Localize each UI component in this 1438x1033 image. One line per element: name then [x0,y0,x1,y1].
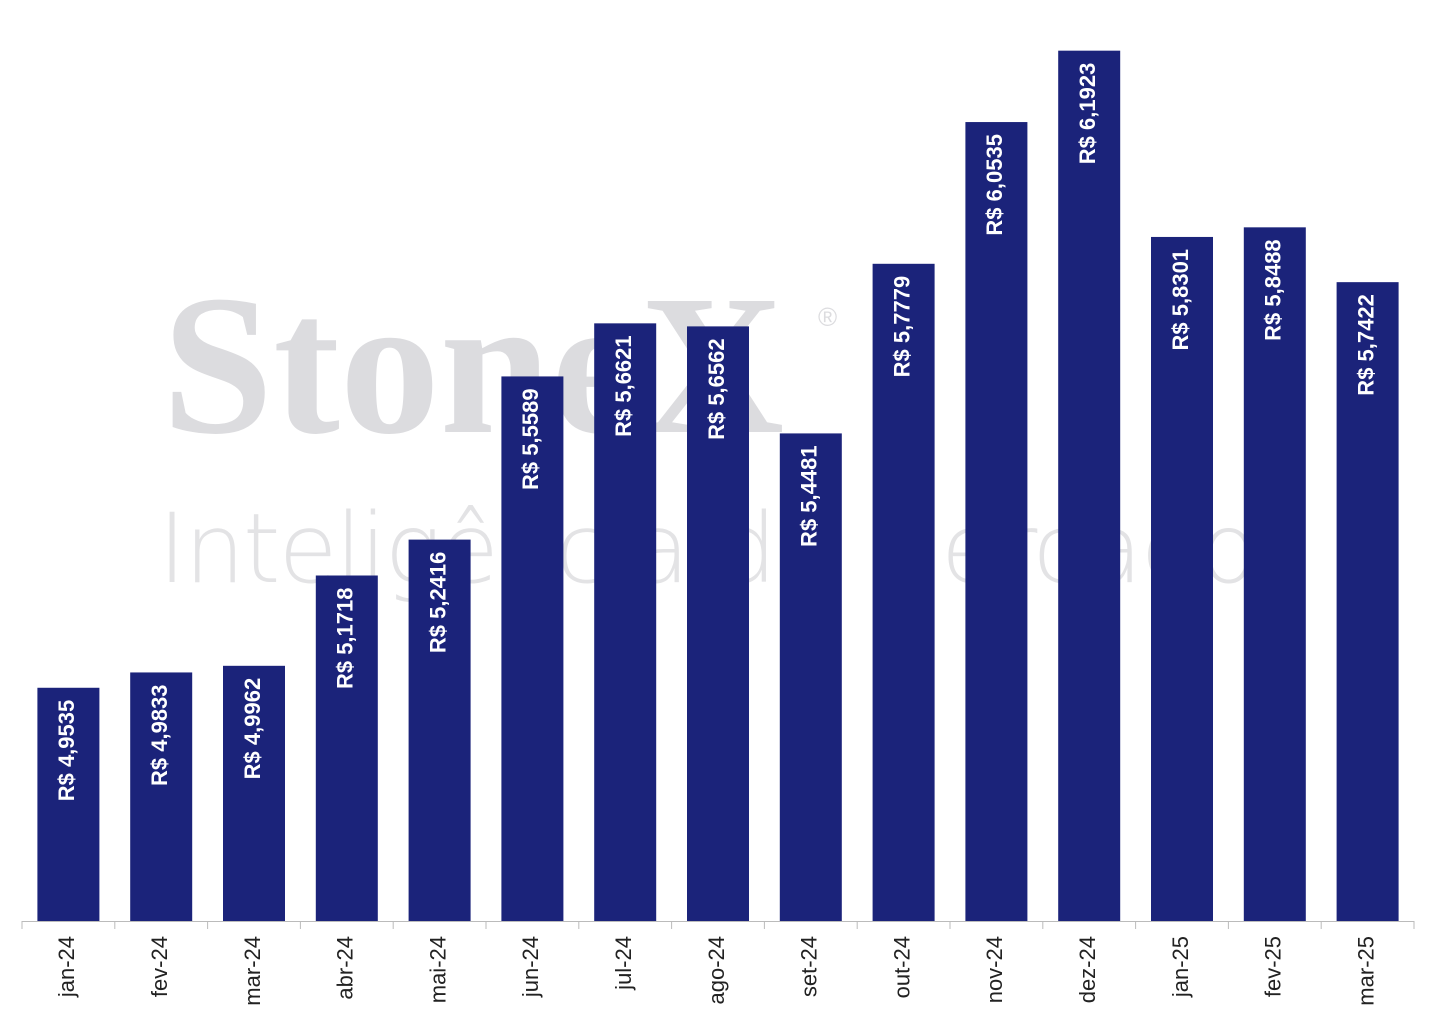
x-tick-label: set-24 [797,936,822,997]
bar [1151,236,1213,921]
x-tick-label: mar-24 [240,936,265,1006]
value-label: R$ 5,7422 [1353,294,1378,396]
x-tick-label: mai-24 [425,936,450,1003]
value-label: R$ 5,6562 [704,338,729,440]
x-tick-label: jun-24 [518,936,543,998]
value-label: R$ 6,0535 [982,134,1007,236]
x-tick-label: nov-24 [982,936,1007,1003]
bar [594,323,657,921]
x-tick-label: fev-25 [1261,936,1286,997]
x-tick-label: abr-24 [333,936,358,1000]
watermark-brand: StoneX [162,255,784,476]
bar [1058,50,1121,921]
x-tick-label: fev-24 [147,936,172,997]
value-label: R$ 5,8488 [1261,239,1286,341]
value-label: R$ 5,5589 [518,388,543,490]
x-tick-label: out-24 [889,936,914,998]
value-label: R$ 6,1923 [1075,63,1100,165]
value-label: R$ 5,4481 [797,445,822,547]
x-tick-label: mar-25 [1353,936,1378,1006]
value-label: R$ 5,8301 [1168,249,1193,351]
watermark-mark: ® [818,302,837,332]
bar [1336,282,1399,921]
bar [223,665,285,921]
bar [408,539,471,921]
bar [315,575,378,921]
bar [37,687,100,921]
value-label: R$ 5,1718 [333,588,358,690]
bar [1243,227,1306,921]
x-tick-label: jan-25 [1168,936,1193,998]
value-label: R$ 5,2416 [425,552,450,654]
value-label: R$ 5,7779 [889,276,914,378]
value-label: R$ 4,9962 [240,678,265,780]
value-label: R$ 5,6621 [611,335,636,437]
x-tick-label: ago-24 [704,936,729,1005]
bar [872,263,935,921]
bar [501,376,564,921]
bar [130,672,193,921]
bar [779,433,842,921]
x-tick-label: jan-24 [54,936,79,998]
bar [687,326,749,922]
bar [965,122,1028,922]
value-label: R$ 4,9535 [54,700,79,802]
x-tick-label: jul-24 [611,936,636,991]
value-label: R$ 4,9833 [147,684,172,786]
x-tick-label: dez-24 [1075,936,1100,1003]
